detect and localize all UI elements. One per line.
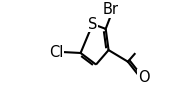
Text: Br: Br	[102, 2, 119, 17]
Text: S: S	[88, 16, 97, 32]
Text: Cl: Cl	[49, 44, 63, 60]
Text: O: O	[138, 70, 150, 85]
